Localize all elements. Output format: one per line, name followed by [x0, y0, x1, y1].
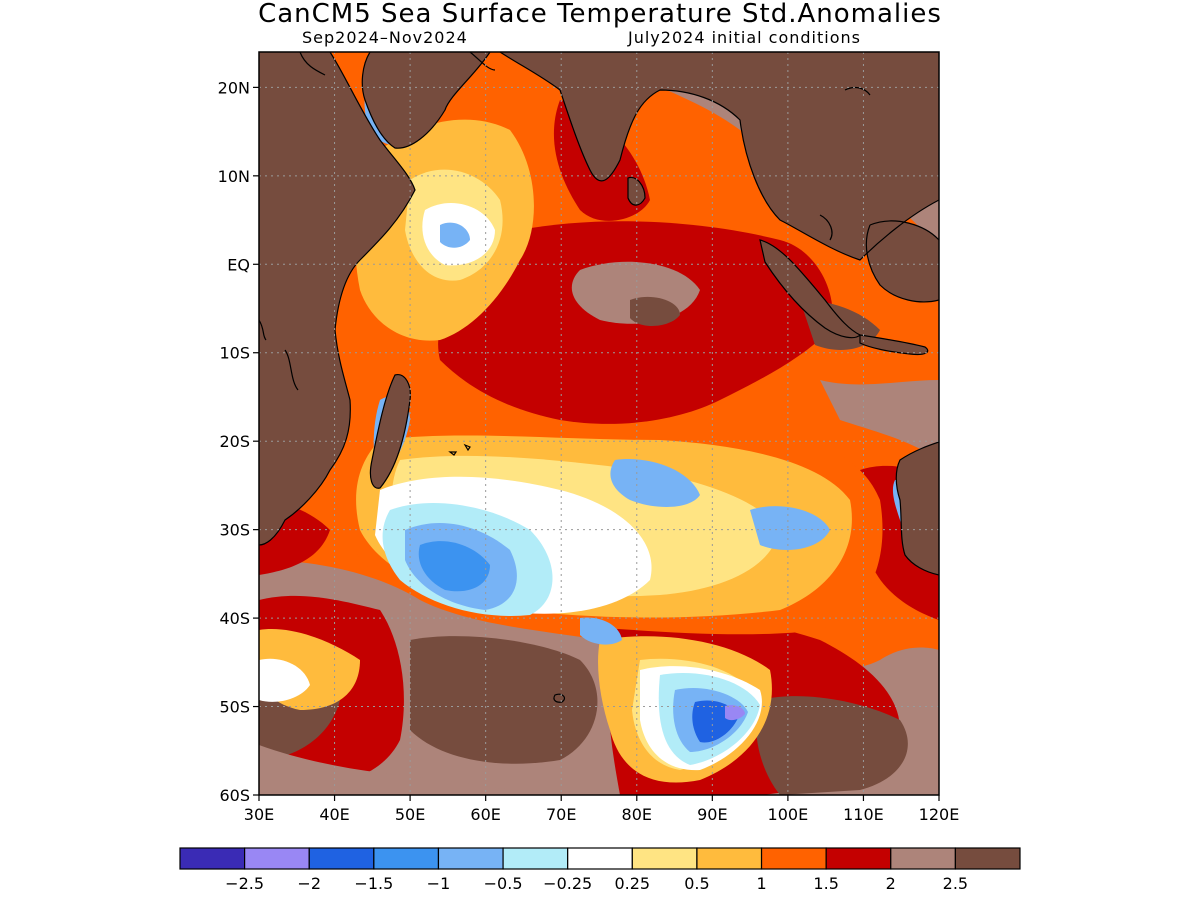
lat-tick-label: 30S: [219, 521, 250, 540]
legend-label: −1.5: [354, 874, 393, 893]
legend-swatch: [308, 847, 375, 870]
forecast-period: Sep2024–Nov2024: [302, 28, 468, 47]
initial-conditions: July2024 initial conditions: [628, 28, 861, 47]
lon-tick-label: 110E: [843, 805, 884, 824]
lat-tick-label: 20N: [218, 78, 250, 97]
legend-label: 2: [886, 874, 896, 893]
legend-label: 1.5: [813, 874, 838, 893]
legend-swatch: [954, 847, 1021, 870]
legend-label: −2: [297, 874, 321, 893]
land-australia: [896, 442, 939, 575]
lon-tick-label: 30E: [244, 805, 274, 824]
anomaly-region: [820, 380, 939, 460]
color-legend: −2.5 −2 −1.5 −1 −0.5 −0.25 0.25 0.5 1 1.5 2 2.5: [179, 847, 1021, 893]
map-frame: [258, 51, 940, 796]
legend-swatch: [825, 847, 892, 870]
anomaly-region: [418, 541, 490, 592]
lat-tick-label: EQ: [227, 255, 250, 274]
legend-swatch: [760, 847, 827, 870]
lon-tick-label: 40E: [319, 805, 349, 824]
land-asia: [500, 52, 939, 260]
anomaly-region: [580, 617, 622, 645]
legend-swatch: [179, 847, 246, 870]
land-borneo: [866, 220, 939, 302]
lat-tick-label: 50S: [219, 698, 250, 717]
anomaly-region: [750, 506, 830, 550]
legend-swatch: [502, 847, 569, 870]
land-africa: [259, 52, 415, 545]
legend-label: 1: [756, 874, 766, 893]
legend-label: −1: [427, 874, 451, 893]
anomaly-field: [259, 52, 939, 795]
legend-swatch: [437, 847, 504, 870]
legend-label: −2.5: [225, 874, 264, 893]
anomaly-region: [630, 296, 680, 326]
legend-label: −0.5: [484, 874, 523, 893]
lon-tick-label: 50E: [395, 805, 425, 824]
lat-tick-label: 40S: [219, 609, 250, 628]
legend-swatch: [890, 847, 956, 870]
legend-swatch: [631, 847, 698, 870]
legend-swatch: [567, 847, 633, 870]
lat-tick-label: 10S: [219, 344, 250, 363]
legend-swatch: [373, 847, 440, 870]
land-arabia: [362, 52, 490, 149]
anomaly-region: [725, 705, 745, 721]
lat-tick-label: 10N: [218, 167, 250, 186]
anomaly-region: [440, 222, 470, 248]
map-grid: [259, 52, 939, 795]
legend-label: 0.5: [684, 874, 709, 893]
lon-tick-label: 90E: [697, 805, 727, 824]
legend-swatch: [696, 847, 763, 870]
lon-tick-label: 70E: [546, 805, 576, 824]
lat-tick-label: 60S: [219, 786, 250, 805]
lon-tick-label: 80E: [622, 805, 652, 824]
anomaly-region: [259, 658, 310, 702]
anomaly-region: [610, 459, 700, 507]
lon-tick-label: 120E: [919, 805, 960, 824]
land-java: [860, 335, 928, 355]
legend-label: −0.25: [543, 874, 592, 893]
legend-label: 0.25: [614, 874, 650, 893]
lon-tick-label: 100E: [768, 805, 809, 824]
map-title: CanCM5 Sea Surface Temperature Std.Anoma…: [258, 0, 942, 29]
anomaly-region: [410, 636, 598, 764]
anomaly-region: [756, 696, 908, 795]
coastlines: [259, 52, 939, 703]
legend-label: 2.5: [943, 874, 968, 893]
lat-tick-label: 20S: [219, 432, 250, 451]
lon-tick-label: 60E: [470, 805, 500, 824]
land-madagascar: [370, 374, 411, 489]
legend-swatch: [244, 847, 310, 870]
anomaly-region: [259, 745, 560, 795]
